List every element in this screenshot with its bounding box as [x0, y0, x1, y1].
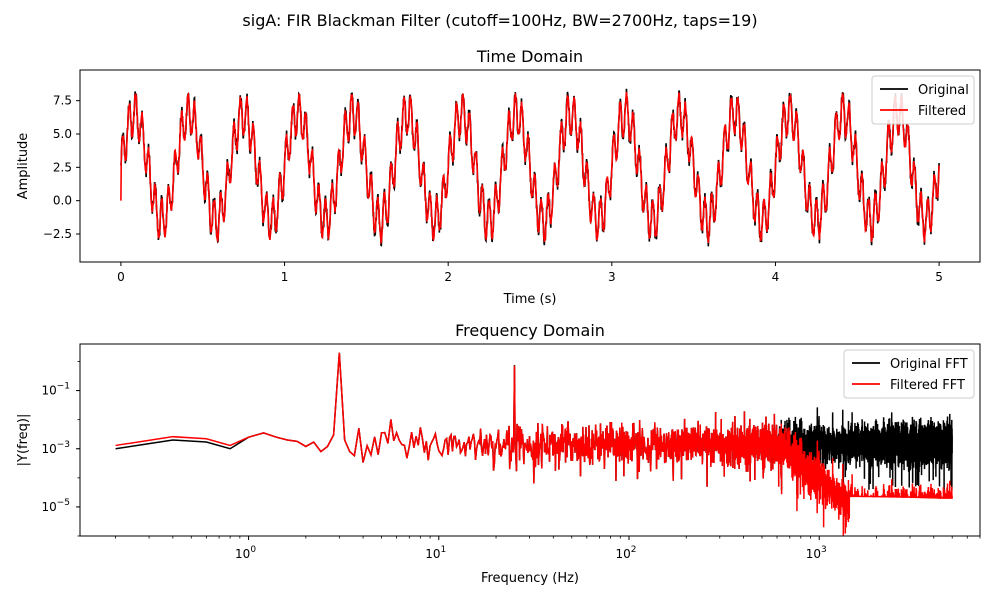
time-domain-chart: Time Domain 0 1 2 3 4 5 −2.5 0.0 2.5 5.0 7.5 Time…: [16, 47, 981, 307]
time-x-axis-label: Time (s): [503, 292, 557, 307]
time-x-tick-label: 0: [117, 270, 125, 284]
legend-label-filtered: Filtered: [918, 104, 966, 119]
time-y-tick-label: 7.5: [53, 94, 72, 108]
frequency-domain-title: Frequency Domain: [455, 321, 605, 340]
time-x-tick-label: 3: [608, 270, 616, 284]
time-y-tick-label: 2.5: [53, 160, 72, 174]
frequency-legend-box: [843, 349, 975, 399]
frequency-x-axis-label: Frequency (Hz): [481, 571, 579, 586]
time-legend-box: [871, 75, 975, 125]
time-y-tick-label: −2.5: [43, 227, 72, 241]
frequency-x-tick-label: 103: [806, 545, 827, 561]
series-filtered-fft: [115, 352, 953, 536]
time-x-tick-label: 4: [772, 270, 780, 284]
legend-label-original-fft: Original FFT: [890, 357, 968, 372]
frequency-x-ticks: 100 101 102 103: [115, 536, 981, 561]
time-series-lines: [120, 88, 940, 247]
frequency-y-axis-label: |Y(freq)|: [16, 414, 31, 467]
frequency-y-tick-label: 10−1: [41, 382, 70, 398]
time-x-ticks: 0 1 2 3 4 5: [117, 262, 943, 284]
time-y-tick-label: 5.0: [53, 127, 72, 141]
frequency-x-tick-label: 101: [425, 545, 446, 561]
time-legend: Original Filtered: [871, 75, 975, 125]
frequency-series-lines: [115, 352, 953, 536]
legend-label-original: Original: [918, 83, 969, 98]
time-y-tick-label: 0.0: [53, 194, 72, 208]
time-y-ticks: −2.5 0.0 2.5 5.0 7.5: [43, 94, 80, 241]
time-x-tick-label: 2: [444, 270, 452, 284]
time-domain-title: Time Domain: [476, 47, 583, 66]
time-x-tick-label: 5: [935, 270, 943, 284]
frequency-y-tick-label: 10−3: [41, 440, 70, 456]
frequency-y-ticks: 10−5 10−3 10−1: [41, 361, 80, 537]
frequency-plot-frame: [79, 343, 981, 537]
frequency-x-tick-label: 102: [616, 545, 637, 561]
figure-suptitle: sigA: FIR Blackman Filter (cutoff=100Hz,…: [242, 11, 757, 30]
frequency-x-tick-label: 100: [235, 545, 256, 561]
frequency-legend: Original FFT Filtered FFT: [843, 349, 975, 399]
time-y-axis-label: Amplitude: [16, 133, 31, 200]
frequency-y-tick-label: 10−5: [41, 498, 70, 514]
series-filtered: [120, 91, 940, 245]
time-plot-frame: [79, 69, 981, 263]
time-x-tick-label: 1: [281, 270, 289, 284]
frequency-domain-chart: Frequency Domain 100 101 102 103 10−510−310…: [16, 321, 981, 586]
legend-label-filtered-fft: Filtered FFT: [890, 378, 965, 393]
